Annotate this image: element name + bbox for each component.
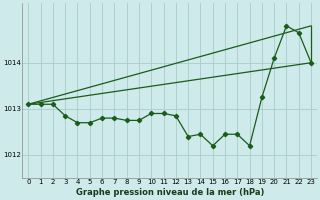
X-axis label: Graphe pression niveau de la mer (hPa): Graphe pression niveau de la mer (hPa) bbox=[76, 188, 264, 197]
